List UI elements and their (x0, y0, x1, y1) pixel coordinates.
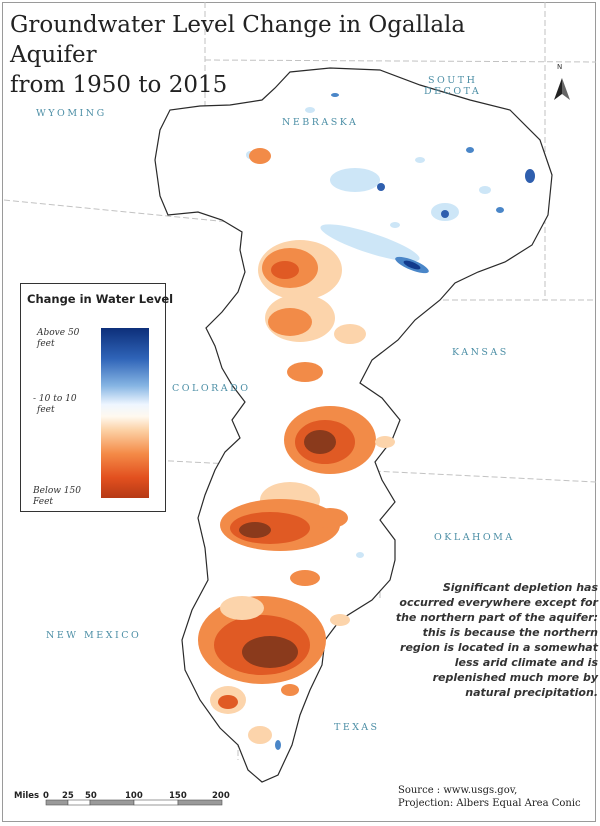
legend-label-bottom-line1: Below 150 (33, 486, 81, 496)
scale-tick-200: 200 (212, 791, 230, 801)
depletion-area (312, 508, 348, 528)
annotation-note: Significant depletion has occurred every… (340, 580, 598, 700)
legend-label-top-line2: feet (37, 339, 55, 349)
scale-tick-25: 25 (62, 791, 74, 801)
note-line: region is located in a somewhat (400, 641, 598, 654)
scale-bar (45, 799, 223, 806)
depletion-area (239, 522, 271, 538)
source-line1: Source : www.usgs.gov, (398, 785, 518, 796)
rise-area (320, 224, 420, 262)
rise-area (496, 207, 504, 213)
legend-label-mid-line1: - 10 to 10 (33, 394, 77, 404)
state-label-oklahoma: OKLAHOMA (434, 532, 515, 543)
rise-area (331, 93, 339, 97)
legend-title: Change in Water Level (27, 292, 174, 306)
rise-area (441, 210, 449, 218)
note-line: occurred everywhere except for (399, 596, 598, 609)
source-line2: Projection: Albers Equal Area Conic (398, 798, 581, 809)
legend-color-ramp (101, 328, 149, 498)
legend: Change in Water Level Above 50 feet - 10… (20, 283, 173, 512)
note-line: Significant depletion has (442, 581, 598, 594)
water-rise-areas (246, 93, 535, 750)
map-title-line2: from 1950 to 2015 (10, 72, 228, 98)
depletion-area (249, 148, 271, 164)
rise-area (275, 740, 281, 750)
map-title: Groundwater Level Change in Ogallala Aqu… (10, 10, 550, 100)
depletion-area (268, 308, 312, 336)
depletion-area (248, 726, 272, 744)
map-title-line1: Groundwater Level Change in Ogallala Aqu… (10, 12, 466, 68)
rise-area (390, 222, 400, 228)
note-line: replenished much more by (432, 671, 598, 684)
rise-area (479, 186, 491, 194)
rise-area (377, 183, 385, 191)
rise-area (415, 157, 425, 163)
state-label-south-dakota-line2: DECOTA (424, 86, 482, 97)
state-label-new-mexico: NEW MEXICO (46, 630, 142, 641)
state-label-colorado: COLORADO (172, 383, 251, 394)
source-credit: Source : www.usgs.gov, Projection: Alber… (398, 784, 581, 810)
state-label-nebraska: NEBRASKA (282, 117, 359, 128)
state-label-kansas: KANSAS (452, 347, 509, 358)
rise-area (305, 107, 315, 113)
legend-label-top-line1: Above 50 (37, 328, 80, 338)
depletion-area (220, 596, 264, 620)
rise-area (356, 552, 364, 558)
scale-tick-50: 50 (85, 791, 97, 801)
note-line: less arid climate and is (454, 656, 598, 669)
legend-label-top: Above 50 feet (37, 328, 79, 350)
state-label-texas: TEXAS (334, 722, 380, 733)
depletion-area (271, 261, 299, 279)
boundary-south-dakota (204, 59, 597, 63)
rise-area (525, 169, 535, 183)
legend-label-bottom-line2: Feet (33, 497, 54, 507)
depletion-area (281, 684, 299, 696)
depletion-area (218, 695, 238, 709)
north-arrow-icon (554, 78, 570, 100)
depletion-area (334, 324, 366, 344)
depletion-area (330, 614, 350, 626)
depletion-area (287, 362, 323, 382)
scale-tick-100: 100 (125, 791, 143, 801)
state-label-wyoming: WYOMING (36, 108, 107, 119)
water-depletion-areas (198, 148, 395, 744)
scale-bar-label: Miles (14, 791, 40, 801)
legend-label-mid: - 10 to 10 feet (33, 394, 77, 416)
depletion-area (304, 430, 336, 454)
note-line: natural precipitation. (465, 686, 598, 699)
legend-label-bottom: Below 150 Feet (33, 486, 81, 508)
north-label: N (557, 63, 563, 71)
scale-tick-0: 0 (43, 791, 49, 801)
depletion-area (290, 570, 320, 586)
rise-area (330, 168, 380, 192)
depletion-area (375, 436, 395, 448)
note-line: the northern part of the aquifer: (395, 611, 598, 624)
state-label-south-dakota-line1: SOUTH (428, 75, 478, 86)
depletion-area (242, 636, 298, 668)
scale-tick-150: 150 (169, 791, 187, 801)
legend-label-mid-line2: feet (37, 405, 55, 415)
rise-area (466, 147, 474, 153)
rise-area (403, 260, 421, 270)
note-line: this is because the northern (422, 626, 598, 639)
